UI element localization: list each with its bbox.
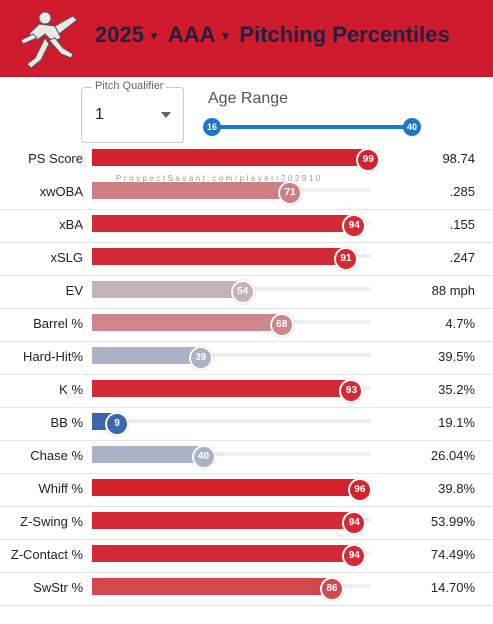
year-label: 2025 — [95, 22, 144, 47]
metric-row: EV 54 88 mph — [0, 275, 493, 309]
metric-value: .155 — [449, 217, 475, 232]
metric-label: Whiff % — [38, 481, 83, 496]
percentile-badge[interactable]: 94 — [342, 544, 367, 568]
metric-bar — [92, 314, 282, 331]
metric-label: xwOBA — [39, 184, 83, 199]
metric-label: Z-Swing % — [20, 514, 83, 529]
metric-bar — [92, 215, 355, 232]
metric-label: Chase % — [30, 448, 83, 463]
metric-value: 74.49% — [430, 547, 475, 562]
percentile-badge[interactable]: 93 — [339, 379, 364, 403]
metric-track — [92, 353, 371, 357]
metric-value: 14.70% — [430, 580, 475, 595]
metric-row: SwStr % 86 14.70% — [0, 572, 493, 606]
metric-row: BB % 9 19.1% — [0, 407, 493, 441]
metric-value: 88 mph — [431, 283, 475, 298]
pitch-qualifier-label: Pitch Qualifier — [92, 80, 167, 92]
metric-bar — [92, 149, 369, 166]
metric-row: xwOBA 71 .285 — [0, 176, 493, 210]
title-text: Pitching Percentiles — [239, 22, 450, 47]
metric-track — [92, 419, 371, 423]
page-title: 2025 ▼ AAA ▼ Pitching Percentiles — [95, 22, 450, 48]
chevron-down-icon: ▼ — [147, 29, 160, 44]
age-range-min-thumb[interactable]: 16 — [203, 118, 221, 136]
metric-bar — [92, 479, 360, 496]
metric-bar — [92, 248, 346, 265]
percentile-badge[interactable]: 9 — [105, 412, 130, 436]
pitcher-logo-icon — [20, 11, 78, 69]
metric-label: Hard-Hit% — [23, 349, 83, 364]
metric-value: 4.7% — [445, 316, 475, 331]
age-range-label: Age Range — [208, 90, 289, 107]
metric-row: Z-Swing % 94 53.99% — [0, 506, 493, 540]
metric-value: 98.74 — [442, 151, 475, 166]
metric-bar — [92, 512, 355, 529]
metric-value: 35.2% — [438, 382, 475, 397]
metric-label: BB % — [50, 415, 83, 430]
percentile-badge[interactable]: 94 — [342, 214, 367, 238]
percentile-badge[interactable]: 86 — [319, 577, 344, 601]
metric-bar — [92, 182, 291, 199]
metric-label: EV — [65, 283, 83, 298]
pitch-qualifier-value: 1 — [95, 106, 104, 123]
percentile-badge[interactable]: 40 — [191, 445, 216, 469]
age-range-track[interactable] — [211, 125, 411, 129]
metric-row: K % 93 35.2% — [0, 374, 493, 408]
metric-row: xSLG 91 .247 — [0, 242, 493, 276]
percentile-badge[interactable]: 71 — [278, 181, 303, 205]
metric-row: Chase % 40 26.04% — [0, 440, 493, 474]
percentile-badge[interactable]: 54 — [230, 280, 255, 304]
metric-bar — [92, 578, 332, 595]
metric-value: 53.99% — [430, 514, 475, 529]
percentile-badge[interactable]: 99 — [356, 148, 381, 172]
chevron-down-icon: ▼ — [219, 29, 232, 44]
metric-row: xBA 94 .155 — [0, 209, 493, 243]
metric-row: Barrel % 68 4.7% — [0, 308, 493, 342]
metric-bar — [92, 281, 243, 298]
level-dropdown[interactable]: AAA ▼ — [168, 22, 240, 47]
metric-bar — [92, 545, 355, 562]
metric-label: K % — [59, 382, 83, 397]
metric-bar — [92, 380, 352, 397]
pitch-qualifier-select[interactable]: Pitch Qualifier 1 — [81, 80, 184, 143]
metric-label: xBA — [59, 217, 83, 232]
caret-down-icon — [161, 112, 171, 118]
metric-value: 26.04% — [430, 448, 475, 463]
metric-label: PS Score — [28, 151, 83, 166]
metric-label: Z-Contact % — [10, 547, 83, 562]
metric-label: Barrel % — [33, 316, 83, 331]
watermark: ProspectSavant.com/player/702910 — [116, 174, 323, 183]
metric-bar — [92, 347, 201, 364]
metric-label: xSLG — [50, 250, 83, 265]
metric-label: SwStr % — [33, 580, 83, 595]
page-header: 2025 ▼ AAA ▼ Pitching Percentiles — [0, 0, 493, 77]
metric-bar — [92, 446, 204, 463]
metric-value: .247 — [449, 250, 475, 265]
metric-row: PS Score 99 98.74 — [0, 143, 493, 176]
percentile-badge[interactable]: 68 — [269, 313, 294, 337]
year-dropdown[interactable]: 2025 ▼ — [95, 22, 168, 47]
metric-row: Hard-Hit% 39 39.5% — [0, 341, 493, 375]
metric-value: 39.5% — [438, 349, 475, 364]
metric-value: 19.1% — [438, 415, 475, 430]
age-range-max-thumb[interactable]: 40 — [403, 118, 421, 136]
metric-value: 39.8% — [438, 481, 475, 496]
metric-row: Whiff % 96 39.8% — [0, 473, 493, 507]
metric-value: .285 — [449, 184, 475, 199]
percentile-badge[interactable]: 96 — [347, 478, 372, 502]
percentile-badge[interactable]: 39 — [188, 346, 213, 370]
percentile-badge[interactable]: 91 — [333, 247, 358, 271]
metric-row: Z-Contact % 94 74.49% — [0, 539, 493, 573]
percentile-badge[interactable]: 94 — [342, 511, 367, 535]
level-label: AAA — [167, 22, 216, 47]
metric-track — [92, 452, 371, 456]
